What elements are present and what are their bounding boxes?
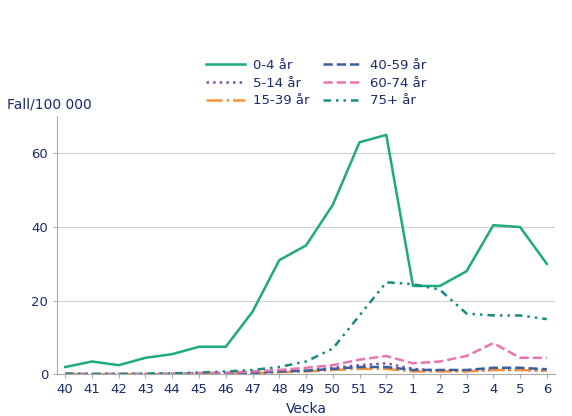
Legend: 0-4 år, 5-14 år, 15-39 år, 40-59 år, 60-74 år, 75+ år: 0-4 år, 5-14 år, 15-39 år, 40-59 år, 60-…: [205, 59, 427, 107]
Text: Fall/100 000: Fall/100 000: [7, 97, 92, 111]
X-axis label: Vecka: Vecka: [285, 402, 327, 416]
